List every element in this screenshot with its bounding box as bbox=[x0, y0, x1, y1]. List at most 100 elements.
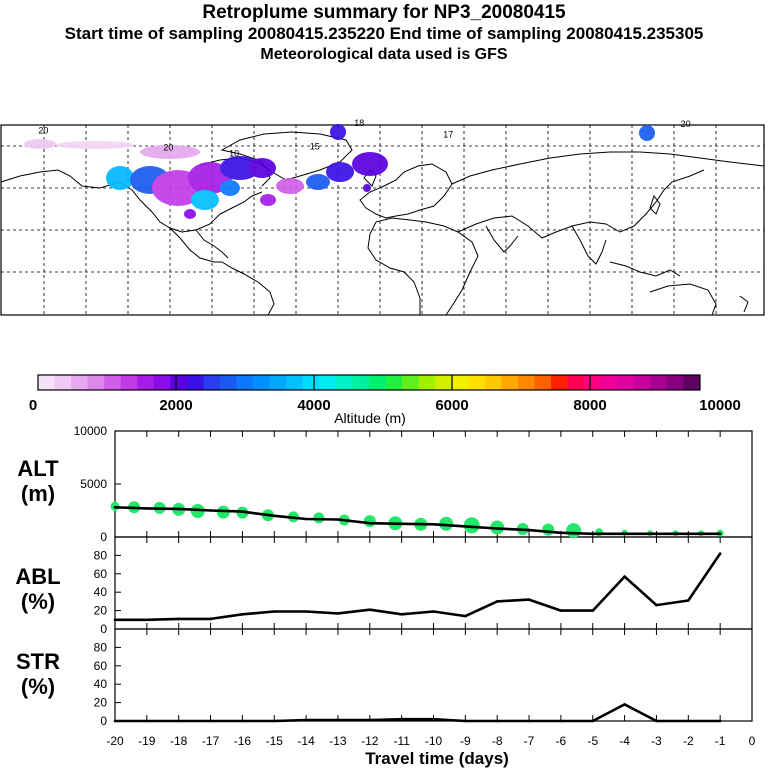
plume-blob bbox=[140, 145, 200, 159]
colorbar-swatch bbox=[435, 375, 453, 390]
y-tick-label: 20 bbox=[94, 696, 108, 710]
x-tick-label: -7 bbox=[524, 734, 535, 748]
colorbar-swatch bbox=[253, 375, 271, 390]
y-tick-label: 60 bbox=[94, 659, 108, 673]
colorbar-swatch bbox=[170, 375, 188, 390]
colorbar-swatch bbox=[186, 375, 204, 390]
y-tick-label: 10000 bbox=[74, 424, 108, 438]
plume-blob bbox=[330, 124, 346, 140]
altitude-colorbar: 0 2000 4000 6000 8000 10000 Altitude (m) bbox=[29, 374, 741, 426]
abl-data-point bbox=[241, 613, 244, 616]
str-data-point bbox=[432, 717, 435, 721]
colorbar-swatch bbox=[633, 375, 651, 390]
colorbar-swatch bbox=[567, 375, 585, 390]
y-tick-label: 0 bbox=[100, 622, 107, 636]
x-tick-label: -12 bbox=[361, 734, 379, 748]
colorbar-swatch bbox=[335, 375, 353, 390]
alt-data-point bbox=[177, 507, 180, 511]
colorbar-swatch bbox=[551, 375, 569, 390]
abl-data-point bbox=[591, 609, 595, 612]
colorbar-swatch bbox=[203, 375, 221, 390]
abl-data-point bbox=[623, 575, 626, 578]
plume-day-label: 20 bbox=[38, 125, 48, 135]
x-tick-label: 0 bbox=[749, 734, 756, 748]
colorbar-swatch bbox=[385, 375, 403, 390]
colorbar-swatch bbox=[286, 375, 304, 390]
str-data-point bbox=[304, 718, 308, 722]
alt-data-point bbox=[718, 532, 722, 536]
colorbar-tick: 2000 bbox=[159, 397, 192, 414]
abl-data-point bbox=[113, 618, 117, 622]
abl-data-point bbox=[655, 603, 658, 607]
plume-day-label: 18 bbox=[354, 118, 364, 128]
str-data-point bbox=[495, 719, 499, 723]
plume-blob bbox=[352, 152, 388, 176]
colorbar-swatch bbox=[54, 375, 72, 390]
str-data-point bbox=[718, 719, 722, 723]
abl-data-point bbox=[495, 600, 499, 603]
altitude-marker bbox=[542, 523, 555, 536]
plume-blob bbox=[55, 141, 135, 149]
colorbar-swatch bbox=[137, 375, 155, 390]
str-data-point bbox=[655, 719, 658, 723]
abl-data-point bbox=[209, 617, 212, 621]
x-tick-label: -6 bbox=[556, 734, 567, 748]
alt-series-line bbox=[114, 506, 721, 536]
plume-blob bbox=[24, 139, 56, 149]
plume-blob bbox=[260, 194, 276, 206]
colorbar-tick: 0 bbox=[29, 397, 37, 414]
alt-data-point bbox=[559, 531, 563, 535]
plume-day-label: 20 bbox=[681, 119, 691, 129]
plume-blob bbox=[220, 180, 240, 196]
colorbar-swatch bbox=[38, 375, 56, 390]
alt-data-point bbox=[527, 528, 531, 532]
alt-label: ALT bbox=[17, 456, 59, 481]
altitude-marker bbox=[463, 517, 480, 534]
y-tick-label: 20 bbox=[94, 604, 108, 618]
str-data-point bbox=[336, 718, 340, 722]
abl-data-point bbox=[718, 552, 722, 555]
colorbar-swatch bbox=[484, 375, 502, 390]
colorbar-swatch bbox=[87, 375, 105, 390]
colorbar-swatch bbox=[302, 375, 320, 390]
abl-data-point bbox=[145, 618, 149, 622]
str-data-point bbox=[209, 719, 212, 723]
str-data-point bbox=[464, 719, 467, 723]
y-tick-label: 0 bbox=[100, 714, 107, 728]
alt-panel-frame bbox=[114, 430, 753, 538]
alt-data-point bbox=[495, 527, 499, 530]
x-tick-label: -10 bbox=[425, 734, 443, 748]
colorbar-swatch bbox=[468, 375, 486, 390]
colorbar-swatch bbox=[402, 375, 420, 390]
plume-blob bbox=[326, 162, 354, 182]
str-data-point bbox=[273, 719, 276, 723]
str-data-point bbox=[145, 719, 149, 723]
y-tick-label: 40 bbox=[94, 677, 108, 691]
alt-data-point bbox=[687, 532, 690, 536]
plume-day-label: 20 bbox=[163, 142, 173, 152]
x-tick-label: -13 bbox=[329, 734, 347, 748]
str-data-point bbox=[591, 719, 595, 723]
x-tick-label: -1 bbox=[715, 734, 726, 748]
str-data-point bbox=[687, 719, 690, 723]
sampling-times: Start time of sampling 20080415.235220 E… bbox=[64, 24, 704, 43]
x-tick-label: -15 bbox=[266, 734, 284, 748]
altitude-marker bbox=[363, 515, 376, 528]
str-data-point bbox=[368, 718, 372, 722]
colorbar-swatch bbox=[600, 375, 618, 390]
str-data-point bbox=[177, 719, 180, 723]
str-unit: (%) bbox=[21, 674, 55, 699]
alt-unit: (m) bbox=[21, 481, 55, 506]
y-tick-label: 80 bbox=[94, 640, 108, 654]
x-tick-label: -19 bbox=[138, 734, 156, 748]
x-tick-label: -14 bbox=[297, 734, 315, 748]
abl-series-line bbox=[115, 552, 722, 622]
colorbar-swatch bbox=[666, 375, 684, 390]
alt-data-point bbox=[241, 510, 244, 513]
x-tick-label: -2 bbox=[683, 734, 694, 748]
plume-day-labels: 20 20 20 18 17 15 10 bbox=[38, 118, 690, 159]
colorbar-swatch bbox=[534, 375, 552, 390]
abl-data-point bbox=[400, 613, 404, 616]
